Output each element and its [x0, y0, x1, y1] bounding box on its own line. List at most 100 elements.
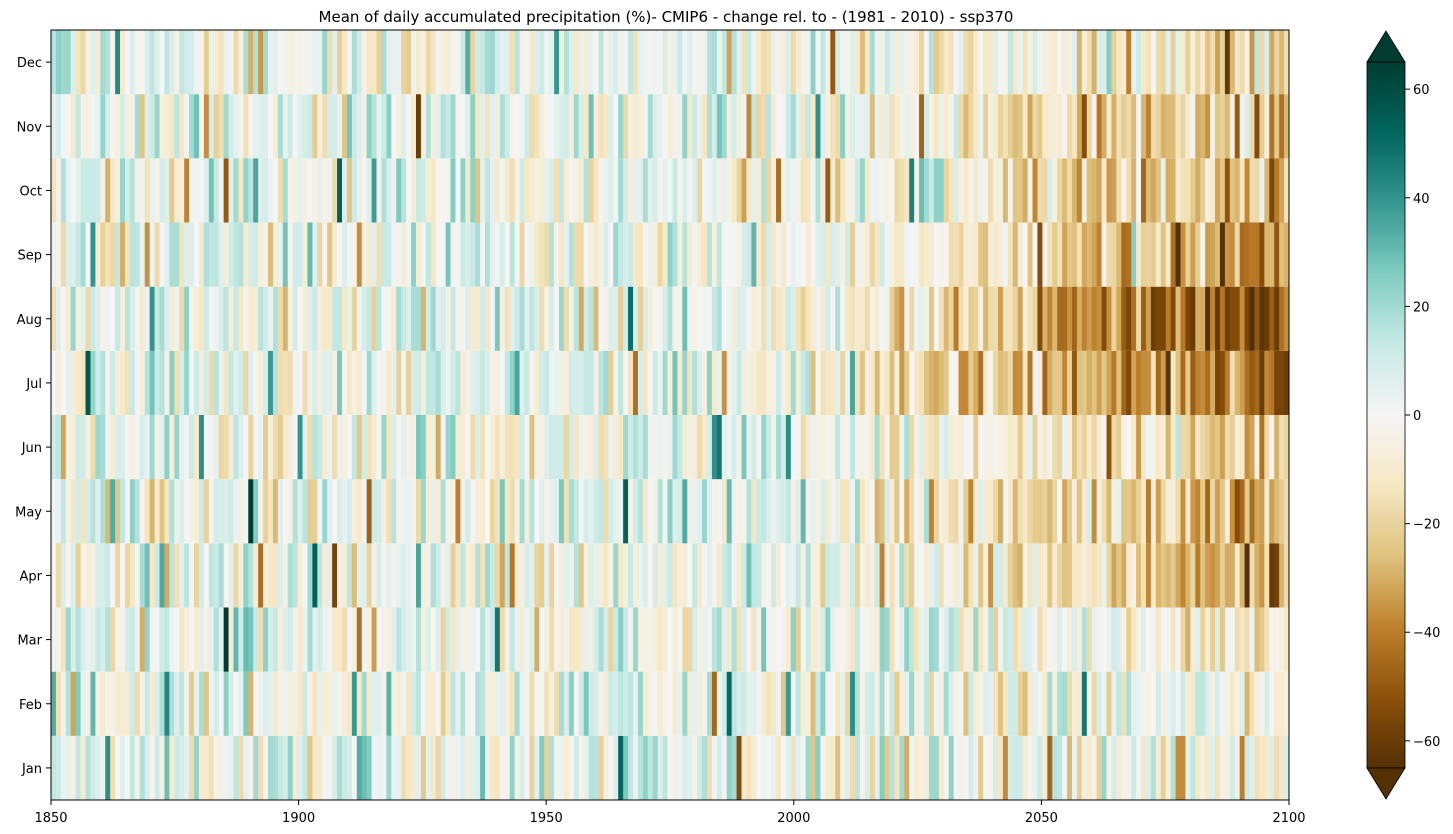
heatmap-cell [1106, 286, 1112, 351]
heatmap-cell [1185, 222, 1191, 287]
heatmap-cell [933, 671, 940, 736]
heatmap-cell [805, 415, 811, 480]
colorbar-tick-label: −20 [1413, 518, 1440, 533]
heatmap-cell [1007, 543, 1014, 608]
heatmap-cell [509, 607, 516, 672]
heatmap-cell [578, 415, 585, 480]
heatmap-cell [1052, 286, 1058, 351]
heatmap-cell [332, 222, 338, 287]
heatmap-cell [578, 543, 585, 608]
heatmap-cell [721, 30, 728, 95]
heatmap-cell [1131, 94, 1137, 159]
heatmap-cell [1101, 671, 1107, 736]
heatmap-cell [120, 286, 126, 351]
heatmap-cell [524, 479, 530, 544]
heatmap-cell [189, 607, 195, 672]
heatmap-cell [751, 30, 757, 95]
heatmap-cell [1052, 158, 1058, 223]
heatmap-cell [1249, 30, 1255, 95]
heatmap-cell [771, 479, 777, 544]
heatmap-cell [1264, 30, 1270, 95]
heatmap-cell [233, 607, 239, 672]
heatmap-cell [790, 222, 797, 287]
heatmap-cell [549, 479, 555, 544]
heatmap-cell [1239, 94, 1246, 159]
heatmap-cell [1170, 543, 1176, 608]
heatmap-cell [943, 543, 950, 608]
heatmap-cell [840, 30, 846, 95]
heatmap-cell [904, 671, 910, 736]
heatmap-cell [1239, 158, 1246, 223]
heatmap-cell [568, 479, 575, 544]
heatmap-cell [376, 30, 382, 95]
heatmap-cell [312, 350, 318, 415]
heatmap-cell [1219, 415, 1226, 480]
heatmap-cell [297, 415, 303, 480]
heatmap-cell [1002, 543, 1009, 608]
heatmap-cell [445, 479, 451, 544]
heatmap-cell [1141, 671, 1147, 736]
heatmap-cell [248, 607, 254, 672]
heatmap-cell [1136, 543, 1142, 608]
heatmap-cell [1101, 543, 1107, 608]
heatmap-cell [721, 479, 728, 544]
heatmap-cell [120, 415, 126, 480]
heatmap-cell [534, 350, 540, 415]
heatmap-cell [198, 94, 205, 159]
heatmap-cell [1071, 158, 1078, 223]
heatmap-cell [342, 479, 348, 544]
heatmap-cell [351, 158, 358, 223]
heatmap-cell [948, 479, 954, 544]
heatmap-cell [243, 286, 249, 351]
heatmap-cell [1037, 94, 1043, 159]
heatmap-cell [1229, 543, 1236, 608]
heatmap-cell [1239, 735, 1246, 800]
heatmap-cell [963, 350, 969, 415]
heatmap-cell [1081, 543, 1088, 608]
heatmap-cell [1215, 735, 1221, 800]
heatmap-cell [559, 94, 565, 159]
heatmap-cell [189, 222, 195, 287]
heatmap-cell [332, 479, 338, 544]
heatmap-cell [80, 671, 86, 736]
heatmap-cell [440, 607, 446, 672]
heatmap-cell [519, 543, 525, 608]
heatmap-cell [435, 735, 442, 800]
heatmap-cell [1037, 671, 1043, 736]
heatmap-cell [667, 158, 673, 223]
heatmap-cell [633, 479, 639, 544]
heatmap-cell [203, 286, 210, 351]
heatmap-cell [993, 479, 999, 544]
heatmap-cell [874, 479, 881, 544]
heatmap-cell [489, 543, 496, 608]
heatmap-cell [327, 479, 333, 544]
heatmap-cell [233, 479, 239, 544]
heatmap-cell [706, 94, 713, 159]
heatmap-cell [716, 30, 723, 95]
heatmap-cell [637, 222, 644, 287]
heatmap-cell [455, 158, 461, 223]
heatmap-cell [588, 607, 594, 672]
heatmap-cell [563, 607, 570, 672]
heatmap-cell [1037, 607, 1043, 672]
heatmap-cell [840, 286, 846, 351]
heatmap-cell [440, 30, 446, 95]
heatmap-cell [1111, 350, 1117, 415]
heatmap-cell [1052, 543, 1058, 608]
heatmap-cell [721, 415, 728, 480]
y-tick-label: Dec [17, 56, 42, 71]
heatmap-cell [854, 415, 861, 480]
heatmap-cell [874, 543, 881, 608]
heatmap-cell [618, 158, 624, 223]
heatmap-cell [238, 222, 244, 287]
heatmap-cell [95, 286, 101, 351]
heatmap-cell [322, 350, 328, 415]
heatmap-cell [785, 222, 792, 287]
heatmap-cell [297, 158, 303, 223]
heatmap-cell [835, 415, 841, 480]
heatmap-cell [312, 30, 318, 95]
heatmap-cell [1229, 30, 1236, 95]
heatmap-cell [924, 415, 930, 480]
heatmap-cell [716, 158, 723, 223]
heatmap-cell [815, 30, 821, 95]
